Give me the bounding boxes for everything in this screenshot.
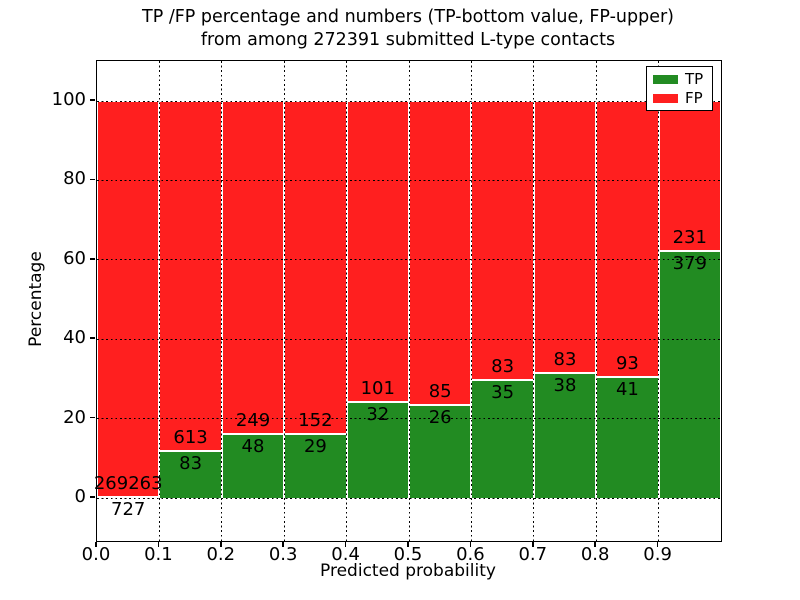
vertical-gridline <box>533 61 535 541</box>
x-tick-mark <box>532 541 534 547</box>
y-tick-mark <box>90 337 95 339</box>
bar-tp-segment <box>658 251 721 498</box>
x-tick-label: 0.4 <box>331 544 360 565</box>
y-tick-label: 20 <box>63 406 86 428</box>
fp-swatch-icon <box>653 93 678 103</box>
plot-area: 269263 727 613 83 249 48 152 29 101 32 85 26 83 35 83 3… <box>94 60 722 542</box>
vertical-gridline <box>283 61 285 541</box>
bar-fp-segment <box>471 101 534 381</box>
y-tick-label: 0 <box>74 486 86 507</box>
horizontal-gridline <box>97 338 721 340</box>
horizontal-gridline <box>97 497 721 499</box>
x-tick-label: 0.7 <box>518 544 548 565</box>
bar-fp-segment <box>221 101 285 434</box>
bar-tp-segment <box>284 434 347 498</box>
x-tick-mark <box>344 541 347 547</box>
bar-tp-segment <box>596 376 659 498</box>
bar-fp-segment <box>596 101 659 377</box>
y-tick-label: 80 <box>63 168 86 190</box>
tp-swatch-icon <box>653 74 678 84</box>
x-tick-mark <box>282 541 284 547</box>
x-tick-mark <box>407 541 409 547</box>
y-tick-mark <box>90 496 95 498</box>
chart-title-line2: from among 272391 submitted L-type conta… <box>200 30 616 50</box>
x-tick-label: 0.2 <box>206 544 236 565</box>
bar-tp-segment <box>533 373 597 498</box>
y-tick-mark <box>90 258 95 260</box>
bar-fp-segment <box>97 101 160 497</box>
chart-title-line1: TP /FP percentage and numbers (TP-bottom… <box>142 7 674 27</box>
x-tick-label: 0.0 <box>81 544 111 565</box>
bar-fp-segment <box>284 101 347 435</box>
y-tick-mark <box>90 416 95 419</box>
vertical-gridline <box>470 61 472 541</box>
vertical-gridline <box>595 61 597 541</box>
bar-tp-segment <box>159 450 222 498</box>
chart-title: TP /FP percentage and numbers (TP-bottom… <box>96 6 720 52</box>
bar-tp-segment <box>471 380 534 498</box>
horizontal-gridline <box>97 259 721 261</box>
horizontal-gridline <box>97 179 721 181</box>
y-axis-label: Percentage <box>26 251 46 347</box>
bar-fp-segment <box>346 101 409 403</box>
x-tick-mark <box>469 541 472 547</box>
bar-fp-segment <box>409 101 472 406</box>
legend-label-fp: FP <box>685 89 703 107</box>
x-tick-label: 0.8 <box>580 544 610 565</box>
x-tick-label: 0.3 <box>268 544 298 565</box>
vertical-gridline <box>346 61 348 541</box>
x-tick-mark <box>594 541 596 547</box>
vertical-gridline <box>408 61 410 541</box>
vertical-gridline <box>158 61 160 541</box>
y-tick-mark <box>90 178 95 181</box>
y-tick-label: 40 <box>63 327 86 349</box>
y-tick-mark <box>90 99 95 101</box>
horizontal-gridline <box>97 100 721 102</box>
x-tick-mark <box>95 541 97 547</box>
x-tick-label: 0.9 <box>643 544 672 565</box>
x-tick-label: 0.5 <box>393 544 423 565</box>
legend-row-tp: TP <box>653 71 706 87</box>
x-axis-label: Predicted probability <box>320 561 496 581</box>
bar-tp-segment <box>409 405 472 498</box>
bar-tp-segment <box>97 496 160 498</box>
bar-tp-segment <box>346 402 409 498</box>
x-tick-mark <box>220 541 222 547</box>
y-tick-label: 100 <box>51 89 86 110</box>
bar-fp-segment <box>159 101 222 451</box>
legend-row-fp: FP <box>653 90 706 106</box>
vertical-gridline <box>221 61 223 541</box>
x-tick-label: 0.6 <box>456 544 485 565</box>
legend-label-tp: TP <box>685 70 704 88</box>
bar-fp-segment <box>533 101 597 374</box>
x-tick-label: 0.1 <box>144 544 173 565</box>
x-tick-mark <box>656 541 659 547</box>
legend: TP FP <box>646 66 713 111</box>
bar-tp-segment <box>221 433 285 498</box>
y-tick-label: 60 <box>63 247 86 269</box>
horizontal-gridline <box>97 418 721 420</box>
bar-fp-segment <box>658 101 721 252</box>
vertical-gridline <box>658 61 660 541</box>
x-tick-mark <box>157 541 160 547</box>
